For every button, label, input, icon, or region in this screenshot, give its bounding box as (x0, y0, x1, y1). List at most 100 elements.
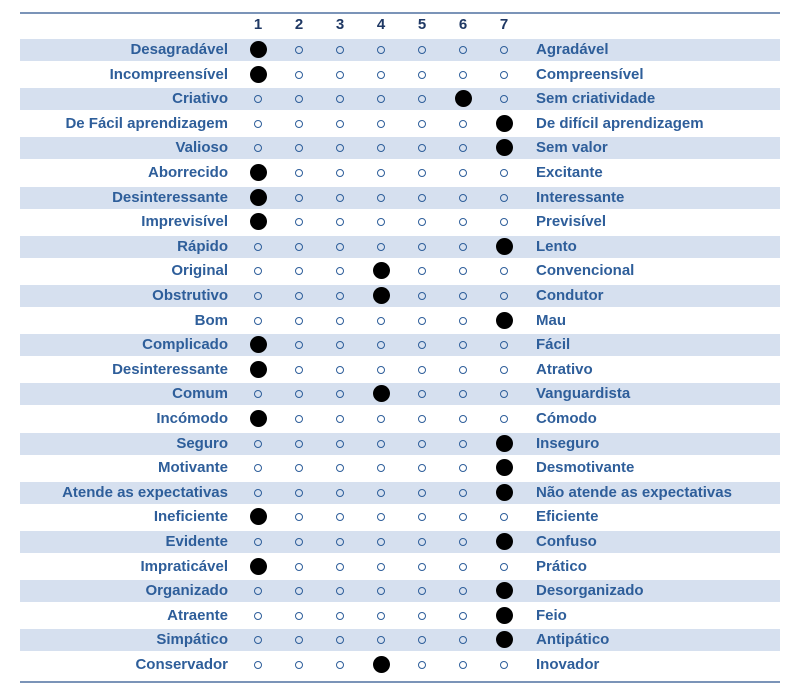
rating-option[interactable] (417, 119, 427, 129)
rating-option[interactable] (417, 414, 427, 424)
rating-option[interactable] (253, 660, 263, 670)
rating-option[interactable] (499, 217, 509, 227)
rating-option[interactable] (417, 463, 427, 473)
rating-option[interactable] (417, 193, 427, 203)
rating-option[interactable] (458, 316, 468, 326)
rating-option-selected[interactable] (496, 533, 513, 550)
rating-option[interactable] (294, 463, 304, 473)
rating-option[interactable] (417, 611, 427, 621)
rating-option[interactable] (458, 70, 468, 80)
rating-option-selected[interactable] (496, 483, 513, 501)
rating-option[interactable] (499, 389, 509, 399)
rating-option[interactable] (294, 70, 304, 80)
rating-option[interactable] (294, 316, 304, 326)
rating-option[interactable] (458, 463, 468, 473)
rating-option[interactable] (458, 611, 468, 621)
rating-option[interactable] (376, 94, 386, 104)
rating-option[interactable] (417, 168, 427, 178)
rating-option[interactable] (499, 193, 509, 203)
rating-option[interactable] (458, 291, 468, 301)
rating-option-selected[interactable] (250, 336, 267, 354)
rating-option[interactable] (376, 119, 386, 129)
rating-option[interactable] (417, 660, 427, 670)
rating-option[interactable] (376, 635, 386, 645)
rating-option[interactable] (499, 562, 509, 572)
rating-option[interactable] (253, 143, 263, 153)
rating-option[interactable] (335, 660, 345, 670)
rating-option[interactable] (376, 217, 386, 227)
rating-option[interactable] (376, 316, 386, 326)
rating-option-selected[interactable] (373, 656, 390, 673)
rating-option[interactable] (294, 119, 304, 129)
rating-option-selected[interactable] (373, 385, 390, 403)
rating-option[interactable] (253, 537, 263, 547)
rating-option[interactable] (458, 537, 468, 547)
rating-option[interactable] (458, 660, 468, 670)
rating-option[interactable] (458, 439, 468, 449)
rating-option[interactable] (499, 168, 509, 178)
rating-option[interactable] (417, 389, 427, 399)
rating-option[interactable] (458, 562, 468, 572)
rating-option[interactable] (335, 45, 345, 55)
rating-option[interactable] (376, 414, 386, 424)
rating-option[interactable] (417, 340, 427, 350)
rating-option[interactable] (335, 389, 345, 399)
rating-option-selected[interactable] (250, 65, 267, 83)
rating-option-selected[interactable] (496, 582, 513, 600)
rating-option[interactable] (294, 143, 304, 153)
rating-option[interactable] (417, 512, 427, 522)
rating-option[interactable] (376, 242, 386, 252)
rating-option[interactable] (294, 217, 304, 227)
rating-option[interactable] (376, 439, 386, 449)
rating-option[interactable] (253, 488, 263, 498)
rating-option[interactable] (253, 586, 263, 596)
rating-option[interactable] (294, 193, 304, 203)
rating-option[interactable] (458, 242, 468, 252)
rating-option[interactable] (499, 94, 509, 104)
rating-option[interactable] (417, 316, 427, 326)
rating-option[interactable] (499, 70, 509, 80)
rating-option-selected[interactable] (496, 631, 513, 649)
rating-option[interactable] (458, 119, 468, 129)
rating-option[interactable] (376, 340, 386, 350)
rating-option[interactable] (335, 537, 345, 547)
rating-option[interactable] (335, 168, 345, 178)
rating-option[interactable] (253, 119, 263, 129)
rating-option[interactable] (335, 488, 345, 498)
rating-option[interactable] (376, 45, 386, 55)
rating-option-selected[interactable] (250, 41, 267, 58)
rating-option[interactable] (294, 512, 304, 522)
rating-option[interactable] (294, 414, 304, 424)
rating-option[interactable] (458, 488, 468, 498)
rating-option[interactable] (458, 414, 468, 424)
rating-option[interactable] (294, 562, 304, 572)
rating-option[interactable] (294, 660, 304, 670)
rating-option[interactable] (458, 512, 468, 522)
rating-option-selected[interactable] (250, 508, 267, 526)
rating-option[interactable] (335, 70, 345, 80)
rating-option-selected[interactable] (496, 459, 513, 477)
rating-option[interactable] (294, 586, 304, 596)
rating-option[interactable] (376, 562, 386, 572)
rating-option[interactable] (417, 242, 427, 252)
rating-option[interactable] (417, 266, 427, 276)
rating-option[interactable] (294, 168, 304, 178)
rating-option-selected[interactable] (373, 287, 390, 304)
rating-option[interactable] (458, 143, 468, 153)
rating-option[interactable] (499, 45, 509, 55)
rating-option[interactable] (335, 242, 345, 252)
rating-option[interactable] (376, 193, 386, 203)
rating-option[interactable] (294, 635, 304, 645)
rating-option[interactable] (499, 365, 509, 375)
rating-option[interactable] (294, 611, 304, 621)
rating-option-selected[interactable] (250, 164, 267, 181)
rating-option-selected[interactable] (250, 557, 267, 575)
rating-option-selected[interactable] (496, 311, 513, 329)
rating-option[interactable] (294, 45, 304, 55)
rating-option[interactable] (417, 45, 427, 55)
rating-option[interactable] (335, 316, 345, 326)
rating-option-selected[interactable] (496, 139, 513, 157)
rating-option[interactable] (335, 143, 345, 153)
rating-option[interactable] (417, 488, 427, 498)
rating-option[interactable] (458, 365, 468, 375)
